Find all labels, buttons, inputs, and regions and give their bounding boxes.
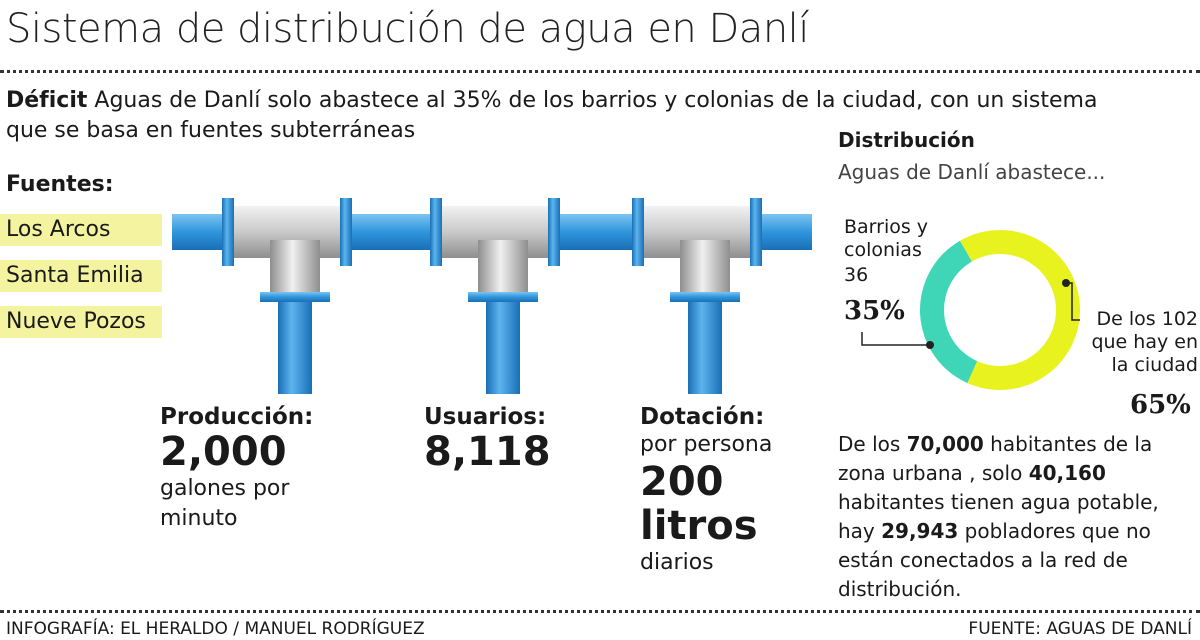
stat-value: 200 litros (640, 459, 758, 549)
intro-text: Aguas de Danlí solo abastece al 35% de l… (6, 88, 1098, 143)
stat-heading: Dotación: (640, 404, 765, 430)
divider (0, 70, 1200, 73)
tee (222, 198, 352, 394)
title: Sistema de distribución de agua en Danlí (6, 6, 809, 52)
stat-note: galones por minuto (160, 476, 290, 531)
stat-value: 2,000 (160, 429, 287, 475)
annotation: 36 (844, 264, 869, 286)
source: FUENTE: AGUAS DE DANLÍ (968, 619, 1192, 639)
stat-value: 8,118 (424, 429, 551, 475)
donut-segment (920, 240, 978, 384)
stat-heading: Producción: (160, 404, 314, 430)
intro: Déficit Aguas de Danlí solo abastece al … (6, 86, 1116, 146)
chart-title: Distribución (838, 128, 975, 152)
stat: Dotación: por persona 200 litros diarios (640, 404, 810, 578)
paragraph: De los 70,000 habitantes de la zona urba… (838, 430, 1200, 604)
source-item: Santa Emilia (0, 260, 162, 292)
value-label: 35% (844, 296, 905, 326)
stat-note: diarios (640, 550, 714, 575)
credit: INFOGRAFÍA: EL HERALDO / MANUEL RODRÍGUE… (6, 619, 425, 639)
tee (632, 198, 762, 394)
paragraph-figure: 29,943 (881, 519, 959, 543)
value-label: 65% (1130, 390, 1191, 420)
leader-dot (926, 341, 934, 349)
paragraph-figure: 40,160 (1028, 461, 1106, 485)
stat: Usuarios: 8,118 (424, 404, 551, 474)
stat-heading: Usuarios: (424, 404, 547, 430)
donut-chart (861, 230, 1080, 390)
category-label: De los 102 que hay en la ciudad (1091, 308, 1198, 376)
paragraph-text: habitantes de la zona urbana , solo (838, 432, 1153, 485)
stat-pre: por persona (640, 432, 773, 457)
source-item: Nueve Pozos (0, 306, 162, 338)
leader-line (861, 332, 930, 346)
intro-lead: Déficit (6, 88, 88, 113)
paragraph-text: habitantes tienen agua potable, hay (838, 490, 1159, 543)
donut-segment (960, 230, 1080, 390)
paragraph-figure: 70,000 (906, 432, 984, 456)
tee (430, 198, 560, 394)
source-item: Los Arcos (0, 214, 162, 246)
paragraph-text: pobladores que no están conectados a la … (838, 519, 1151, 601)
chart-subtitle: Aguas de Danlí abastece... (838, 160, 1106, 184)
divider (0, 610, 1200, 613)
paragraph-text: De los (838, 432, 907, 456)
leader-dot (1062, 279, 1070, 287)
category-label: Barrios y colonias (844, 216, 929, 261)
stat: Producción: 2,000 galones por minuto (160, 404, 313, 534)
sources-heading: Fuentes: (6, 172, 114, 197)
